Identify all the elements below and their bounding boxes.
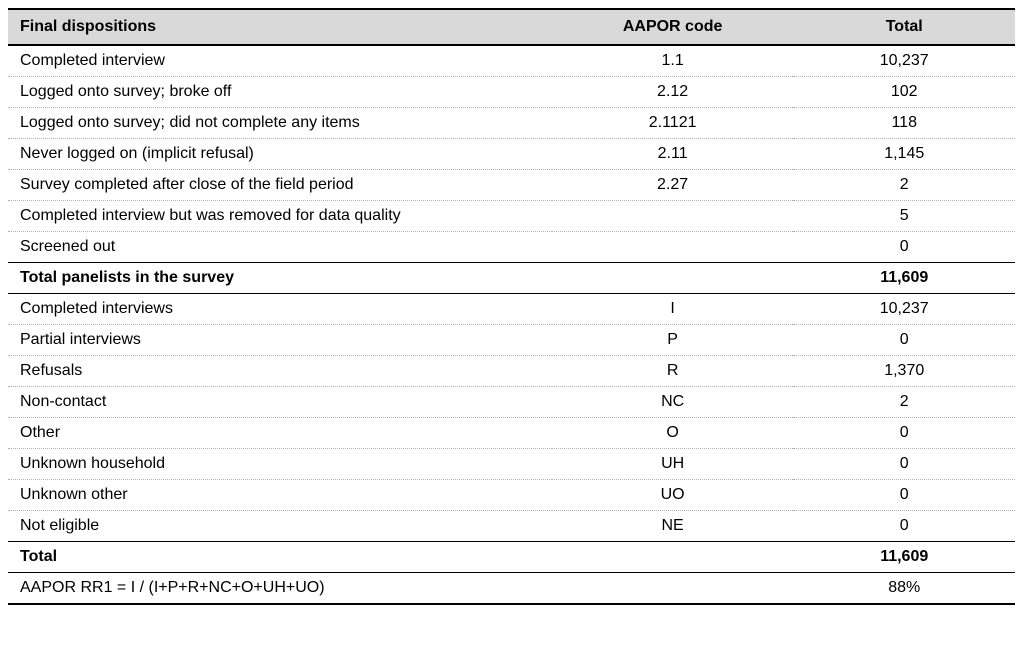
total-value: 0 (793, 480, 1015, 511)
header-total: Total (793, 9, 1015, 45)
disposition-label: Logged onto survey; broke off (8, 77, 552, 108)
total-value: 88% (793, 573, 1015, 605)
table-row: Logged onto survey; broke off2.12102 (8, 77, 1015, 108)
dispositions-table: Final dispositions AAPOR code Total Comp… (8, 8, 1015, 605)
table-row: Completed interview but was removed for … (8, 201, 1015, 232)
aapor-code: UH (552, 449, 794, 480)
total-value: 102 (793, 77, 1015, 108)
table-row: Unknown otherUO0 (8, 480, 1015, 511)
table-row: Total panelists in the survey 11,609 (8, 263, 1015, 294)
table-row: Survey completed after close of the fiel… (8, 170, 1015, 201)
table-row: RefusalsR1,370 (8, 356, 1015, 387)
total-value: 5 (793, 201, 1015, 232)
total-value: 118 (793, 108, 1015, 139)
disposition-label: Survey completed after close of the fiel… (8, 170, 552, 201)
disposition-label: Total (8, 542, 552, 573)
dispositions-table-container: Final dispositions AAPOR code Total Comp… (8, 8, 1015, 605)
total-value: 10,237 (793, 45, 1015, 77)
aapor-code: NE (552, 511, 794, 542)
aapor-code: R (552, 356, 794, 387)
table-row: Not eligibleNE0 (8, 511, 1015, 542)
total-value: 0 (793, 511, 1015, 542)
total-value: 10,237 (793, 294, 1015, 325)
disposition-label: Logged onto survey; did not complete any… (8, 108, 552, 139)
disposition-label: Never logged on (implicit refusal) (8, 139, 552, 170)
disposition-label: Not eligible (8, 511, 552, 542)
disposition-label: Completed interview but was removed for … (8, 201, 552, 232)
aapor-code: 2.1121 (552, 108, 794, 139)
header-code: AAPOR code (552, 9, 794, 45)
table-row: OtherO0 (8, 418, 1015, 449)
table-row: Never logged on (implicit refusal)2.111,… (8, 139, 1015, 170)
header-dispositions: Final dispositions (8, 9, 552, 45)
aapor-code: 2.11 (552, 139, 794, 170)
total-value: 2 (793, 170, 1015, 201)
disposition-label: Completed interviews (8, 294, 552, 325)
aapor-code: P (552, 325, 794, 356)
table-row: Total 11,609 (8, 542, 1015, 573)
table-row: Screened out 0 (8, 232, 1015, 263)
disposition-label: Other (8, 418, 552, 449)
total-value: 1,145 (793, 139, 1015, 170)
aapor-code (552, 232, 794, 263)
aapor-code (552, 263, 794, 294)
disposition-label: Completed interview (8, 45, 552, 77)
table-row: Unknown householdUH0 (8, 449, 1015, 480)
table-body: Completed interview1.110,237Logged onto … (8, 45, 1015, 604)
aapor-code (552, 201, 794, 232)
aapor-code (552, 542, 794, 573)
aapor-code: NC (552, 387, 794, 418)
aapor-code: 2.12 (552, 77, 794, 108)
aapor-code: I (552, 294, 794, 325)
table-row: Non-contactNC2 (8, 387, 1015, 418)
total-value: 1,370 (793, 356, 1015, 387)
disposition-label: Total panelists in the survey (8, 263, 552, 294)
aapor-code: UO (552, 480, 794, 511)
table-row: Completed interviewsI10,237 (8, 294, 1015, 325)
total-value: 11,609 (793, 542, 1015, 573)
disposition-label: Partial interviews (8, 325, 552, 356)
aapor-code: 2.27 (552, 170, 794, 201)
total-value: 0 (793, 449, 1015, 480)
total-value: 2 (793, 387, 1015, 418)
disposition-label: AAPOR RR1 = I / (I+P+R+NC+O+UH+UO) (8, 573, 552, 605)
total-value: 11,609 (793, 263, 1015, 294)
disposition-label: Non-contact (8, 387, 552, 418)
disposition-label: Unknown household (8, 449, 552, 480)
total-value: 0 (793, 418, 1015, 449)
disposition-label: Refusals (8, 356, 552, 387)
aapor-code (552, 573, 794, 605)
aapor-code: 1.1 (552, 45, 794, 77)
disposition-label: Unknown other (8, 480, 552, 511)
total-value: 0 (793, 232, 1015, 263)
table-row: AAPOR RR1 = I / (I+P+R+NC+O+UH+UO) 88% (8, 573, 1015, 605)
aapor-code: O (552, 418, 794, 449)
table-row: Completed interview1.110,237 (8, 45, 1015, 77)
total-value: 0 (793, 325, 1015, 356)
table-row: Logged onto survey; did not complete any… (8, 108, 1015, 139)
table-row: Partial interviewsP0 (8, 325, 1015, 356)
table-header-row: Final dispositions AAPOR code Total (8, 9, 1015, 45)
disposition-label: Screened out (8, 232, 552, 263)
